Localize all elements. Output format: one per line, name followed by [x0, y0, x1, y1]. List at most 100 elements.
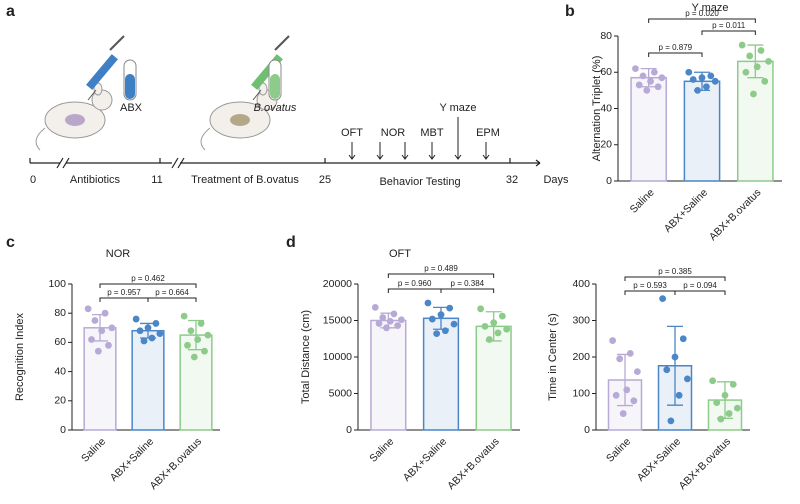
data-point	[612, 391, 620, 399]
y-tick-label: 20	[54, 395, 66, 407]
x-tick-label: ABX+Saline	[108, 435, 156, 483]
y-tick-label: 100	[48, 278, 66, 290]
bar	[683, 80, 721, 182]
y-axis-label: Time in Center (s)	[547, 313, 559, 401]
y-tick-label: 60	[600, 66, 612, 78]
panel-label: b	[565, 3, 575, 20]
data-point	[98, 327, 106, 335]
y-tick-label: 0	[606, 175, 612, 187]
y-tick-label: 40	[600, 102, 612, 114]
data-point	[654, 83, 662, 91]
error-bar	[747, 44, 764, 79]
data-point	[386, 317, 394, 325]
data-point	[709, 377, 717, 385]
reagent-label: B.ovatus	[254, 102, 297, 114]
data-point	[152, 320, 160, 327]
data-point	[746, 52, 754, 60]
y-tick-label: 400	[572, 278, 590, 290]
y-tick-label: 200	[572, 351, 590, 363]
data-point	[503, 325, 511, 333]
y-tick-label: 0	[584, 424, 590, 436]
p-value: p = 0.384	[451, 279, 485, 288]
data-point	[375, 320, 383, 327]
data-point	[490, 319, 498, 327]
y-axis-label: Alternation Triplet (%)	[591, 56, 603, 162]
data-point	[623, 386, 631, 394]
bar	[370, 319, 407, 431]
day-label: 11	[151, 174, 162, 186]
data-point	[433, 330, 441, 338]
test-label: NOR	[381, 127, 406, 139]
data-point	[757, 47, 765, 54]
panel-label: a	[6, 3, 15, 20]
x-tick-label: ABX+Saline	[401, 435, 449, 483]
data-point	[450, 320, 458, 328]
data-point	[667, 417, 675, 425]
data-point	[194, 336, 202, 343]
data-point	[383, 324, 390, 332]
data-point	[619, 410, 627, 417]
significance-bracket	[387, 273, 495, 278]
data-point	[424, 299, 432, 307]
data-point	[108, 324, 116, 332]
phase-label: Treatment of B.ovatus	[191, 174, 299, 186]
data-point	[711, 77, 719, 85]
bar	[736, 60, 774, 182]
data-point	[683, 375, 691, 383]
data-point	[184, 341, 191, 349]
data-point	[136, 327, 144, 335]
y-axis-label: Total Distance (cm)	[300, 310, 312, 404]
y-tick-label: 60	[54, 336, 66, 348]
data-point	[663, 366, 671, 374]
data-point	[733, 404, 741, 412]
x-tick-label: ABX+Saline	[662, 186, 710, 234]
data-point	[84, 305, 92, 313]
data-point	[658, 74, 666, 82]
data-point	[446, 304, 454, 312]
data-point	[671, 353, 679, 361]
data-point	[713, 399, 721, 407]
y-tick-label: 80	[600, 30, 612, 42]
data-point	[140, 337, 148, 345]
bar	[83, 327, 117, 431]
y-tick-label: 300	[572, 314, 590, 326]
data-point	[390, 310, 398, 318]
p-value: p = 0.489	[424, 264, 458, 273]
data-point	[729, 380, 737, 388]
data-point	[694, 86, 701, 94]
data-point	[485, 336, 493, 343]
significance-bracket	[440, 288, 495, 293]
x-tick-label: Saline	[367, 436, 396, 465]
y-tick-label: 5000	[329, 387, 353, 399]
significance-bracket	[701, 30, 756, 35]
chart-title: NOR	[106, 248, 131, 260]
data-point	[397, 316, 405, 324]
data-point	[761, 77, 769, 85]
data-point	[201, 347, 208, 355]
data-point	[679, 335, 687, 343]
x-tick-label: ABX+Saline	[635, 435, 683, 483]
x-tick-label: ABX+B.ovatus	[445, 436, 502, 493]
syringe	[86, 35, 290, 101]
test-label: EPM	[476, 127, 500, 139]
x-tick-label: Saline	[628, 187, 657, 216]
data-point	[101, 309, 109, 317]
data-point	[753, 63, 761, 71]
data-point	[187, 327, 195, 335]
data-point	[379, 314, 387, 321]
data-point	[659, 295, 667, 302]
chart-title: Y maze	[691, 2, 728, 14]
data-point	[725, 410, 733, 417]
data-point	[180, 312, 188, 320]
data-point	[197, 320, 205, 327]
data-point	[742, 68, 750, 76]
data-point	[721, 391, 729, 399]
day-label: 25	[319, 174, 331, 186]
data-point	[635, 81, 643, 89]
data-point	[633, 368, 641, 375]
significance-bracket	[648, 52, 703, 57]
significance-bracket	[147, 297, 197, 302]
data-point	[148, 334, 156, 342]
significance-bracket	[624, 290, 676, 295]
